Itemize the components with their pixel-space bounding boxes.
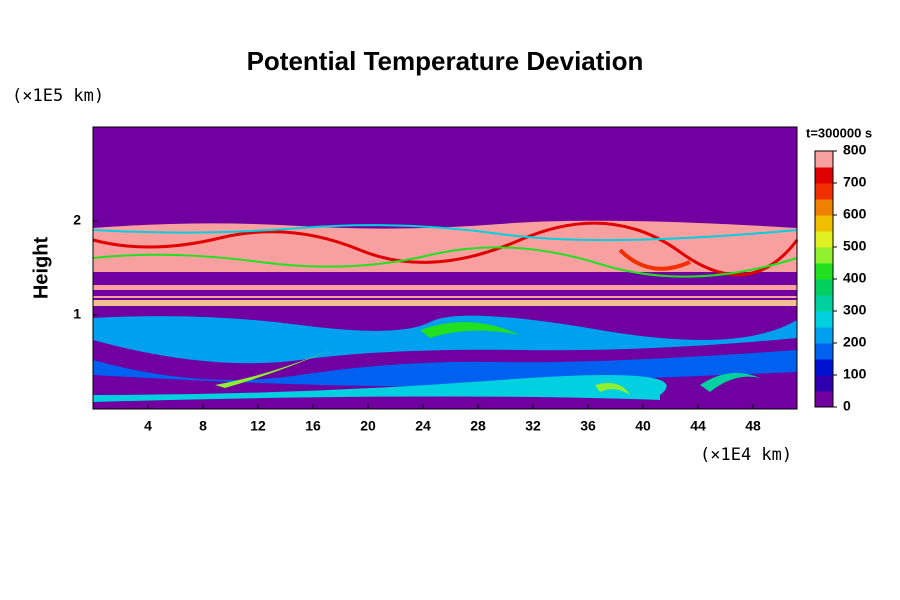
colorbar-tick-label: 200 bbox=[843, 334, 867, 350]
x-tick-label: 28 bbox=[470, 418, 486, 434]
x-tick-label: 48 bbox=[745, 418, 761, 434]
field-shape bbox=[93, 315, 797, 364]
colorbar-swatch bbox=[815, 391, 833, 408]
x-tick-label: 20 bbox=[360, 418, 376, 434]
colorbar-swatch bbox=[815, 183, 833, 200]
colorbar-swatch bbox=[815, 375, 833, 392]
y-axis-label: Height bbox=[30, 237, 52, 300]
plot-frame bbox=[92, 126, 798, 410]
y-tick-label: 2 bbox=[73, 212, 81, 228]
colorbar-tick-label: 700 bbox=[843, 174, 867, 190]
field-shape bbox=[215, 350, 330, 388]
field bbox=[92, 127, 799, 409]
chart-title: Potential Temperature Deviation bbox=[247, 46, 644, 76]
colorbar-swatch bbox=[815, 151, 833, 168]
colorbar-swatch bbox=[815, 359, 833, 376]
colorbar-tick-label: 500 bbox=[843, 238, 867, 254]
colorbar-label: t=300000 s bbox=[806, 125, 872, 140]
colorbar-swatch bbox=[815, 263, 833, 280]
colorbar-tick-label: 600 bbox=[843, 206, 867, 222]
field-shape bbox=[700, 372, 760, 392]
y-tick-label: 1 bbox=[73, 306, 81, 322]
x-unit: (×1E4 km) bbox=[700, 445, 792, 465]
field-shape bbox=[93, 290, 797, 296]
colorbar-tick-label: 100 bbox=[843, 366, 867, 382]
colorbar-swatch bbox=[815, 279, 833, 296]
x-tick-label: 44 bbox=[690, 418, 706, 434]
colorbar-swatch bbox=[815, 327, 833, 344]
x-tick-label: 16 bbox=[305, 418, 321, 434]
field-shape bbox=[595, 382, 630, 395]
field-shape bbox=[420, 322, 520, 338]
field-shape bbox=[93, 300, 797, 306]
x-tick-label: 40 bbox=[635, 418, 651, 434]
x-tick-label: 24 bbox=[415, 418, 431, 434]
field-shape bbox=[93, 272, 797, 285]
y-unit: (×1E5 km) bbox=[12, 86, 104, 106]
field-shape bbox=[618, 248, 691, 271]
x-tick-label: 36 bbox=[580, 418, 596, 434]
colorbar-swatch bbox=[815, 231, 833, 248]
colorbar-swatch bbox=[815, 311, 833, 328]
x-tick-label: 8 bbox=[199, 418, 207, 434]
colorbar-tick-label: 400 bbox=[843, 270, 867, 286]
x-tick-label: 32 bbox=[525, 418, 541, 434]
colorbar-swatch bbox=[815, 343, 833, 360]
x-tick-label: 12 bbox=[250, 418, 266, 434]
colorbar-swatch bbox=[815, 215, 833, 232]
colorbar-swatch bbox=[815, 167, 833, 184]
colorbar-tick-label: 300 bbox=[843, 302, 867, 318]
colorbar-swatch bbox=[815, 199, 833, 216]
colorbar-tick-label: 0 bbox=[843, 398, 851, 414]
colorbar-tick-label: 800 bbox=[843, 142, 867, 158]
colorbar-swatch bbox=[815, 247, 833, 264]
x-tick-label: 4 bbox=[144, 418, 152, 434]
colorbar-swatch bbox=[815, 295, 833, 312]
field-shape bbox=[92, 224, 798, 242]
field-shape bbox=[92, 246, 798, 278]
field-shape bbox=[92, 221, 799, 277]
field-shape bbox=[93, 375, 667, 402]
